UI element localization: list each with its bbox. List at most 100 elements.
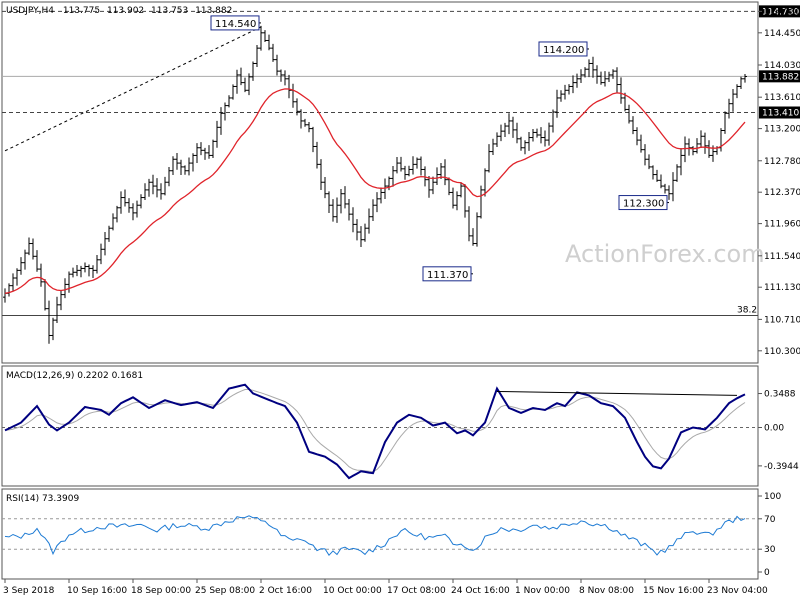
rsi-tick-label: 70: [764, 515, 776, 525]
price-bar: [231, 84, 235, 100]
time-tick-label: 1 Nov 00:00: [515, 586, 570, 596]
price-bar: [703, 132, 707, 154]
price-bar: [339, 189, 343, 214]
price-bar: [571, 75, 575, 94]
price-bar: [119, 191, 123, 214]
price-bar: [275, 54, 279, 76]
open-value: 113.775: [63, 6, 100, 16]
price-bar: [443, 159, 447, 186]
rsi-tick-label: 0: [764, 568, 770, 578]
price-bar: [143, 183, 147, 200]
price-tick-label: 111.960: [764, 220, 800, 230]
price-bar: [463, 184, 467, 218]
price-bar: [11, 273, 15, 291]
price-tick-label: 111.130: [764, 283, 800, 293]
high-value: 113.902: [107, 6, 144, 16]
price-bar: [295, 98, 299, 116]
price-bar: [191, 153, 195, 172]
price-bar: [235, 69, 239, 94]
price-bar: [399, 156, 403, 172]
price-header: USDJPY,H4 113.775 113.902 113.753 113.88…: [6, 6, 232, 16]
price-bar: [167, 166, 171, 187]
price-bar: [23, 249, 27, 270]
macd-axis: 0.3488 0.00 -0.3944: [758, 390, 799, 472]
close-value: 113.882: [195, 6, 232, 16]
time-tick-label: 23 Nov 04:00: [707, 586, 768, 596]
price-bar: [139, 194, 143, 209]
price-bar: [211, 139, 215, 159]
price-bar: [267, 34, 271, 51]
price-bar: [519, 136, 523, 151]
price-bar: [371, 199, 375, 221]
price-bar: [651, 165, 655, 180]
price-bar: [643, 144, 647, 166]
price-bar: [115, 205, 119, 223]
annotation-label: 112.300: [623, 199, 664, 210]
price-bar: [435, 167, 439, 185]
rsi-tick-label: 30: [764, 545, 776, 555]
price-bar: [459, 182, 463, 198]
time-tick-label: 10 Sep 16:00: [67, 586, 127, 596]
price-bar: [415, 157, 419, 169]
price-bar: [379, 187, 383, 204]
macd-tick-label: 0.3488: [764, 390, 796, 400]
price-bar: [155, 178, 159, 198]
price-bar: [171, 156, 175, 175]
price-bar: [743, 73, 747, 83]
price-bar: [671, 172, 675, 202]
price-bar: [227, 95, 231, 108]
price-bar: [251, 61, 255, 81]
price-bar: [619, 77, 623, 104]
price-bar: [587, 59, 591, 78]
price-bar: [679, 148, 683, 176]
time-tick-label: 15 Nov 16:00: [643, 586, 704, 596]
price-bar: [195, 143, 199, 163]
price-bar: [451, 187, 455, 209]
price-levels: 114.730 113.410 38.2 113.882: [2, 5, 800, 317]
price-bar: [351, 207, 355, 233]
price-tick-label: 113.610: [764, 93, 800, 103]
price-bar: [367, 208, 371, 234]
price-bar: [319, 159, 323, 191]
price-tick-label: 110.300: [764, 347, 800, 357]
price-axis: 114.730 114.450 114.030 113.610 113.200 112.7…: [758, 7, 800, 357]
price-annotations: 114.540 114.200 111.370 112.300: [210, 15, 669, 282]
moving-average-line: [4, 88, 746, 294]
price-bar: [111, 213, 115, 231]
price-bar: [59, 290, 63, 311]
price-bar: [455, 191, 459, 211]
annotation-box: [618, 195, 668, 211]
price-bar: [635, 127, 639, 146]
price-bar: [631, 116, 635, 135]
price-bar: [283, 70, 287, 86]
price-tick-label: 114.030: [764, 61, 800, 71]
price-bar: [147, 178, 151, 197]
price-bar: [503, 122, 507, 138]
price-bar: [495, 132, 499, 148]
price-bar: [287, 74, 291, 99]
fib-level-label: 38.2: [737, 306, 757, 316]
price-bar: [271, 43, 275, 62]
price-bar: [687, 138, 691, 156]
price-bar: [707, 140, 711, 158]
price-bar: [99, 243, 103, 265]
price-bar: [391, 165, 395, 187]
price-tick-label: 112.370: [764, 188, 800, 198]
price-bar: [555, 89, 559, 118]
price-bar: [407, 165, 411, 177]
price-bar: [347, 198, 351, 221]
macd-main-line: [4, 383, 746, 480]
rsi-axis: 100 70 30 0: [758, 492, 781, 578]
price-bar: [75, 265, 79, 277]
current-price-tag: [759, 70, 800, 83]
price-bar: [27, 237, 31, 256]
rsi-title: RSI(14) 73.3909: [6, 494, 79, 504]
price-bar: [199, 142, 203, 156]
price-bar: [243, 77, 247, 93]
price-bar: [483, 168, 487, 197]
time-tick-label: 24 Oct 16:00: [451, 586, 510, 596]
price-bar: [387, 176, 391, 191]
price-bar: [187, 157, 191, 176]
price-bar: [51, 317, 55, 341]
price-bar: [363, 223, 367, 242]
